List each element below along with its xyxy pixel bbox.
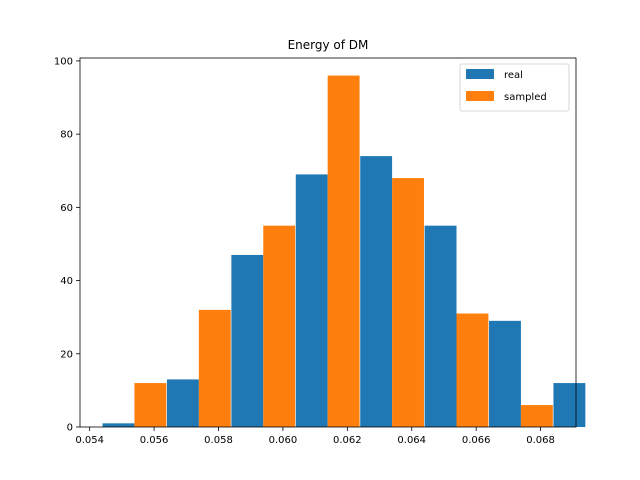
y-tick-label: 60: [60, 203, 73, 214]
x-tick-label: 0.058: [204, 435, 233, 446]
bar-real-5: [424, 225, 457, 427]
bar-real-1: [166, 379, 199, 427]
x-tick-label: 0.060: [269, 435, 298, 446]
legend-label-real: real: [504, 70, 523, 81]
legend: real sampled: [459, 63, 570, 112]
bar-real-7: [553, 383, 586, 427]
bar-real-4: [360, 156, 393, 428]
y-tick-label: 80: [60, 130, 73, 141]
bar-sampled-3: [327, 75, 360, 427]
bar-real-3: [295, 174, 328, 427]
x-tick-label: 0.062: [333, 435, 362, 446]
y-axis: 0 20 40 60 80 100: [54, 56, 80, 434]
legend-swatch-real: [466, 69, 494, 79]
x-tick-label: 0.066: [462, 435, 491, 446]
y-tick-label: 0: [67, 423, 73, 434]
x-tick-label: 0.064: [397, 435, 426, 446]
bar-real-6: [489, 320, 521, 427]
y-tick-label: 40: [60, 276, 73, 287]
y-tick-label: 100: [54, 56, 73, 67]
x-tick-label: 0.054: [75, 435, 104, 446]
x-axis: 0.054 0.056 0.058 0.060 0.062 0.064 0.066 0.068: [75, 427, 555, 446]
bars-group: [102, 75, 586, 428]
bar-real-2: [231, 254, 264, 427]
plot-frame: [79, 57, 577, 428]
x-tick-label: 0.068: [526, 435, 555, 446]
bar-sampled-4: [392, 178, 424, 427]
bar-sampled-0: [134, 383, 167, 427]
chart-title: Energy of DM: [288, 38, 369, 52]
x-tick-label: 0.056: [140, 435, 169, 446]
bar-real-0: [102, 423, 135, 427]
bar-sampled-2: [263, 225, 296, 427]
bar-sampled-1: [198, 309, 231, 427]
legend-swatch-sampled: [466, 91, 494, 101]
legend-label-sampled: sampled: [504, 92, 547, 103]
bar-sampled-5: [456, 313, 489, 427]
y-tick-label: 20: [60, 349, 73, 360]
bar-sampled-6: [520, 405, 553, 427]
